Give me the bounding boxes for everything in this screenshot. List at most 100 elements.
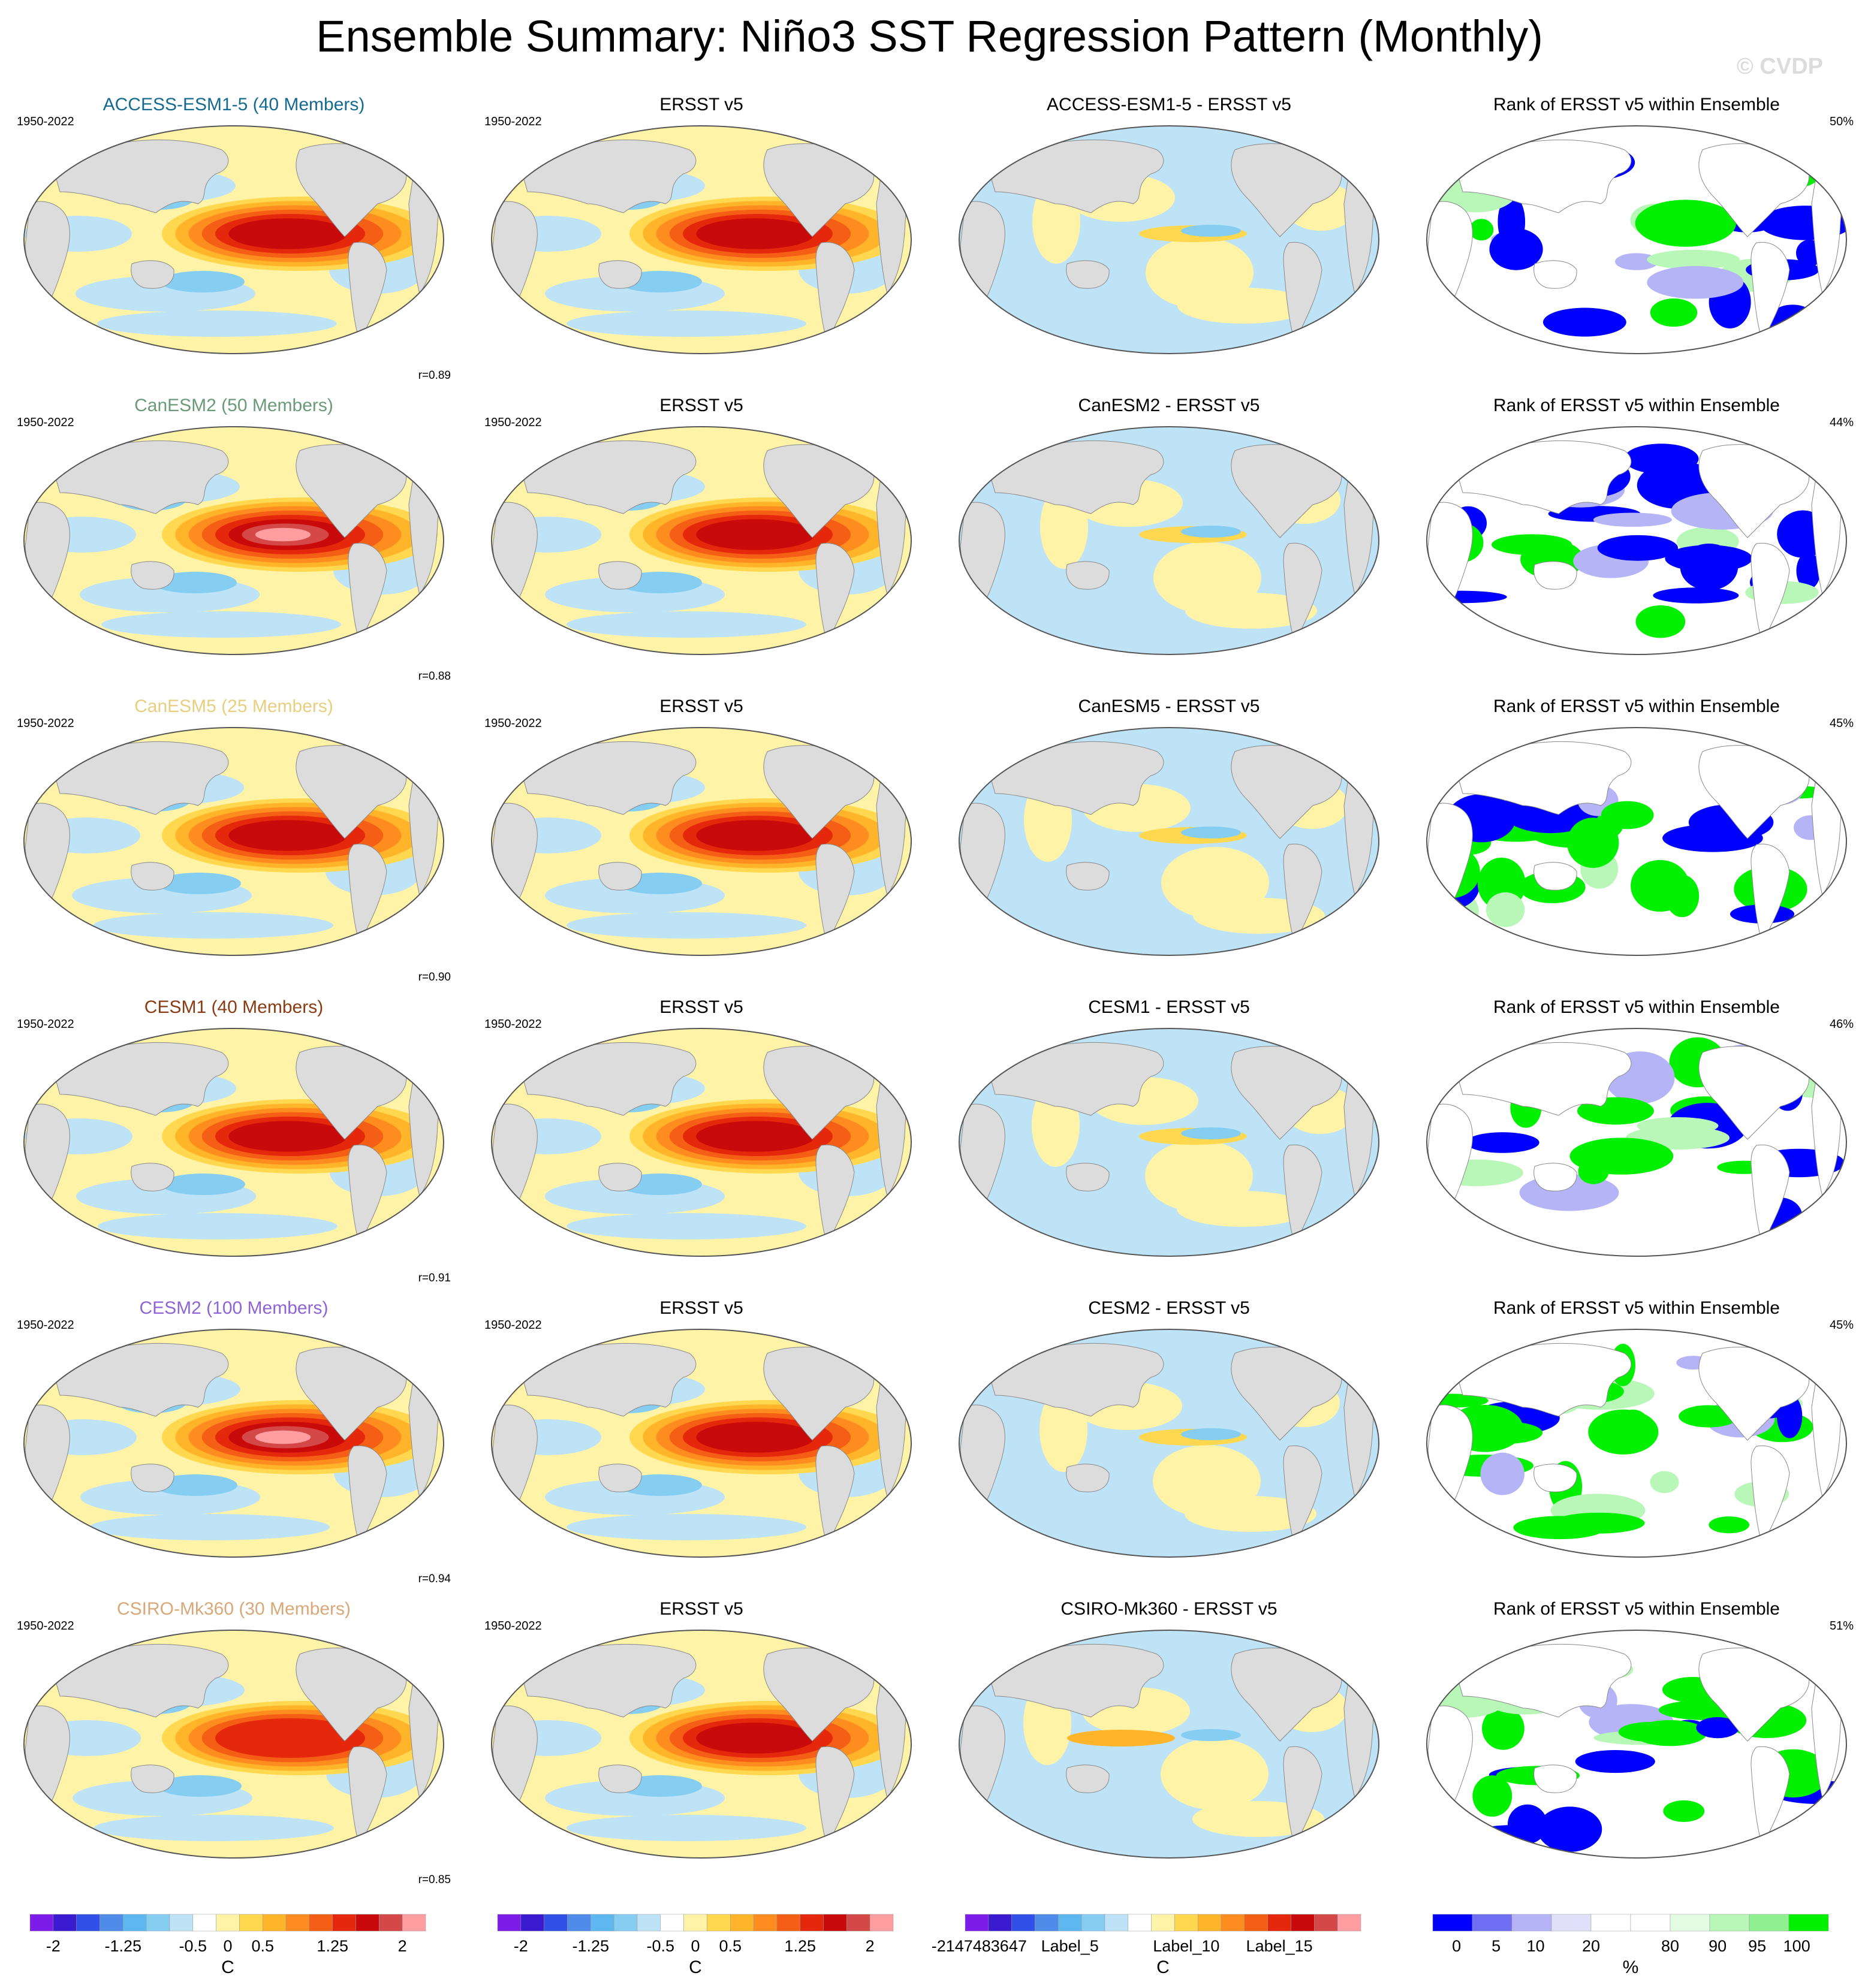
positive-difference [1185,1496,1316,1532]
low-rank-region [1615,253,1659,270]
panel-obs-1: ERSST v5 1950-2022 [474,391,929,690]
low-rank-region [1624,444,1699,474]
colorbar-swatch [988,1914,1012,1932]
colorbar-swatch [637,1914,661,1932]
colorbar-tick-label: -0.5 [646,1937,675,1955]
map-border [491,1329,912,1558]
pattern-correlation: r=0.94 [418,1573,451,1585]
positive-difference [1161,1738,1269,1810]
map-border [959,426,1379,655]
period-label: 1950-2022 [17,1319,74,1332]
obs-panel-title: ERSST v5 [659,396,743,415]
pattern-correlation: r=0.91 [418,1272,451,1284]
colorbar-unit: C [221,1957,234,1977]
colorbar-swatch [1670,1914,1710,1932]
cool-anomaly [567,1514,806,1540]
colorbar-tick-label: 5 [1492,1937,1501,1955]
map-border [23,1028,444,1257]
rank-percent: 44% [1829,416,1854,429]
colorbar-2: -2147483647 Label_5 Label_10 Label_15 C [932,1912,1415,1984]
rank-panel-title: Rank of ERSST v5 within Ensemble [1493,696,1780,716]
pattern-correlation: r=0.85 [418,1874,451,1886]
colorbar-swatch [613,1914,638,1932]
colorbar-unit: C [1156,1957,1170,1977]
colorbar-swatch [544,1914,568,1932]
panel-model-2: CanESM5 (25 Members) 1950-2022 r=0.90 [6,692,462,991]
colorbar-swatch [1244,1914,1268,1932]
colorbar-tick-label: -0.5 [179,1937,207,1955]
colorbar-tick-label: -2147483647 [931,1937,1027,1955]
colorbar-tick-label: -1.25 [104,1937,142,1955]
low-rank-region [1498,195,1526,249]
low-rank-region [1653,587,1739,604]
map-border [491,1630,912,1859]
period-label: 1950-2022 [484,1619,542,1633]
colorbar-swatch [1104,1914,1129,1932]
obs-map [491,727,912,956]
colorbar-tick-label: 80 [1661,1937,1680,1955]
colorbar-swatch [309,1914,333,1932]
map-border [959,125,1379,354]
rank-panel-title: Rank of ERSST v5 within Ensemble [1493,396,1780,415]
colorbar-swatch [520,1914,544,1932]
obs-map [491,1630,912,1859]
map-border [491,125,912,354]
diff-map [959,1630,1379,1859]
map-border [1426,1028,1847,1257]
colorbar-swatches [965,1914,1361,1932]
colorbar-swatch [1432,1914,1473,1932]
period-label: 1950-2022 [484,416,542,429]
cvdp-watermark: © CVDP [1736,54,1823,79]
high-rank-region [1513,1516,1606,1540]
rank-panel-title: Rank of ERSST v5 within Ensemble [1493,997,1780,1017]
colorbar-swatch [1267,1914,1291,1932]
high-rank-region [1663,1800,1705,1822]
colorbar-swatch [1291,1914,1315,1932]
negative-difference [1181,1127,1241,1139]
cool-anomaly [97,310,337,337]
pattern-correlation: r=0.90 [418,971,451,984]
warm-anomaly-level [228,218,347,249]
colorbar-tick-label: 0 [1452,1937,1462,1955]
warm-anomaly-level [228,820,347,851]
low-rank-region [1480,1452,1525,1495]
colorbar-tick-label: -1.25 [572,1937,610,1955]
map-border [23,426,444,655]
rank-map [1426,125,1847,354]
cool-anomaly [94,912,333,939]
panel-rank-4: Rank of ERSST v5 within Ensemble 45% [1409,1293,1859,1593]
colorbar-tick-label: Label_10 [1153,1937,1220,1955]
panel-model-1: CanESM2 (50 Members) 1950-2022 r=0.88 [6,391,462,690]
model-map [23,426,444,655]
diff-panel-title: CSIRO-Mk360 - ERSST v5 [1060,1599,1278,1619]
negative-difference [1181,526,1241,538]
model-map [23,1630,444,1859]
period-label: 1950-2022 [17,717,74,730]
colorbar-swatch [239,1914,263,1932]
period-label: 1950-2022 [17,416,74,429]
colorbar-swatch [1151,1914,1175,1932]
panel-model-4: CESM2 (100 Members) 1950-2022 r=0.94 [6,1293,462,1593]
negative-difference [1181,826,1241,838]
map-border [959,1028,1379,1257]
model-panel-title: CSIRO-Mk360 (30 Members) [116,1599,351,1619]
high-rank-region [1588,1409,1659,1455]
colorbar-tick-label: 90 [1709,1937,1727,1955]
colorbar-tick-label: Label_5 [1041,1937,1099,1955]
colorbar-swatch [590,1914,614,1932]
diff-map [959,727,1379,956]
diff-map [959,125,1379,354]
obs-map [491,1028,912,1257]
cool-anomaly [157,873,241,894]
colorbar-swatch [965,1914,989,1932]
high-rank-region [1635,605,1686,638]
colorbar-swatch [1472,1914,1512,1932]
colorbar-swatch [100,1914,123,1932]
diff-map [959,1329,1379,1558]
panel-diff-3: CESM1 - ERSST v5 [941,993,1397,1292]
pattern-correlation: r=0.88 [418,670,451,683]
colorbar-swatch [1081,1914,1105,1932]
map-border [1426,1329,1847,1558]
map-border [1426,1630,1847,1859]
cool-anomaly [98,1213,338,1239]
